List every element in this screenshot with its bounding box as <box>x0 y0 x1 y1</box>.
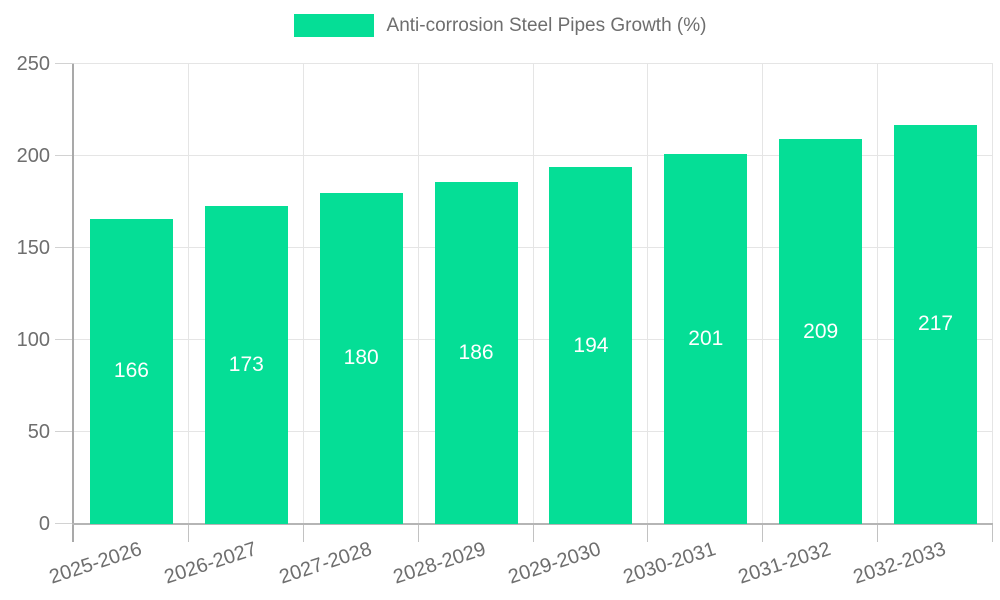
x-axis-tick <box>647 524 649 542</box>
y-axis-tick-label: 200 <box>16 145 50 167</box>
x-axis-line <box>72 523 993 525</box>
bar-value-label: 180 <box>343 346 379 370</box>
x-axis-tick <box>417 524 419 542</box>
bar-2030-2031: 201 <box>664 154 748 524</box>
y-axis-tick-label: 100 <box>16 329 50 351</box>
bar-value-label: 186 <box>458 340 494 364</box>
x-axis-tick <box>532 524 534 542</box>
y-axis-tick-label: 150 <box>16 237 50 259</box>
x-axis-tick <box>992 524 993 542</box>
x-axis-tick-label: 2026-2027 <box>161 538 260 589</box>
x-gridline <box>532 64 534 524</box>
x-axis-tick-label: 2028-2029 <box>391 538 489 589</box>
bar-value-label: 166 <box>113 359 149 383</box>
legend-swatch <box>293 14 374 37</box>
x-axis-tick <box>302 524 304 542</box>
bar-2028-2029: 186 <box>434 181 518 524</box>
y-axis-tick-label: 50 <box>27 421 50 443</box>
y-axis-tick <box>55 63 74 64</box>
x-axis-tick-label: 2027-2028 <box>276 538 374 589</box>
x-gridline <box>992 64 993 524</box>
x-axis-tick <box>762 524 764 542</box>
y-gridline <box>74 155 993 156</box>
bar-2031-2032: 209 <box>779 139 863 524</box>
bar-2027-2028: 180 <box>319 192 403 524</box>
y-gridline <box>74 431 993 432</box>
y-gridline <box>74 63 993 64</box>
x-axis-tick <box>187 524 189 542</box>
y-gridline <box>74 339 993 340</box>
y-axis-tick <box>55 523 74 524</box>
bar-2025-2026: 166 <box>89 218 173 524</box>
bar-value-label: 217 <box>918 312 954 336</box>
bar-value-label: 194 <box>573 333 609 357</box>
bar-2026-2027: 173 <box>204 205 288 524</box>
y-axis-tick <box>55 247 74 248</box>
x-axis-tick-label: 2029-2030 <box>505 538 604 589</box>
bar-2032-2033: 217 <box>894 124 978 524</box>
x-gridline <box>187 64 189 524</box>
x-axis-tick <box>877 524 879 542</box>
x-axis-tick-label: 2030-2031 <box>620 538 719 589</box>
legend-label: Anti-corrosion Steel Pipes Growth (%) <box>386 14 707 36</box>
x-gridline <box>417 64 419 524</box>
bar-2029-2030: 194 <box>549 167 633 524</box>
bar-value-label: 201 <box>688 327 724 351</box>
x-gridline <box>762 64 764 524</box>
y-axis-tick <box>55 155 74 156</box>
y-axis-line <box>72 64 74 542</box>
y-axis-tick <box>55 431 74 432</box>
y-axis-tick-label: 250 <box>16 53 50 75</box>
y-axis-tick-label: 0 <box>38 513 50 535</box>
x-gridline <box>647 64 649 524</box>
y-axis-tick <box>55 339 74 340</box>
legend-item[interactable]: Anti-corrosion Steel Pipes Growth (%) <box>0 14 1000 37</box>
x-gridline <box>302 64 304 524</box>
bar-value-label: 209 <box>803 319 839 343</box>
x-axis-tick-label: 2032-2033 <box>850 538 949 589</box>
bar-value-label: 173 <box>228 352 264 376</box>
x-axis-tick-label: 2025-2026 <box>46 538 145 589</box>
x-axis-tick-label: 2031-2032 <box>735 538 834 589</box>
y-gridline <box>74 247 993 248</box>
x-gridline <box>877 64 879 524</box>
